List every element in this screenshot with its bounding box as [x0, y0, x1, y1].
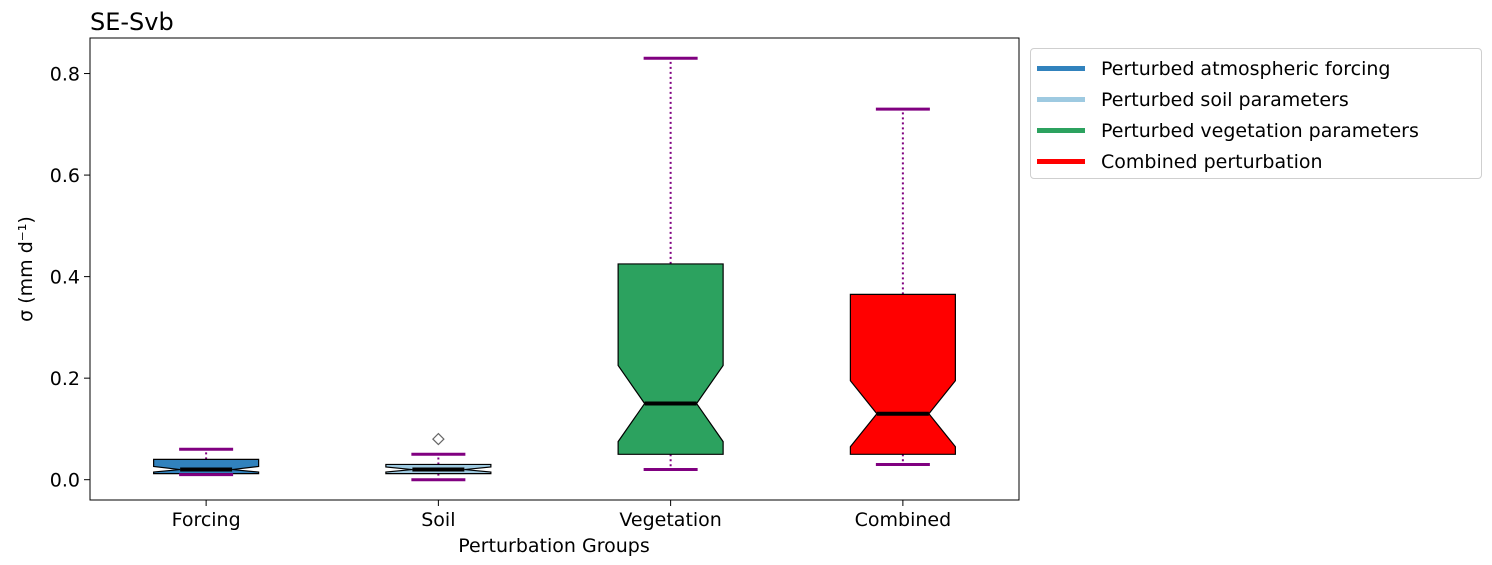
outlier-marker	[432, 432, 445, 446]
x-tick-label: Vegetation	[619, 509, 721, 531]
y-tick-label: 0.2	[50, 368, 80, 390]
legend-swatch	[1037, 97, 1085, 102]
box-combined	[849, 107, 956, 466]
x-tick-label: Forcing	[172, 509, 241, 531]
box-body	[617, 263, 724, 455]
plot-frame	[89, 37, 1020, 501]
box-soil	[385, 432, 492, 482]
box-body	[153, 458, 260, 475]
legend-label: Perturbed atmospheric forcing	[1101, 57, 1391, 80]
legend-item: Perturbed atmospheric forcing	[1037, 53, 1481, 84]
y-tick-label: 0.6	[50, 165, 80, 187]
legend-item: Perturbed vegetation parameters	[1037, 115, 1481, 146]
x-tick-label: Combined	[855, 509, 952, 531]
box-forcing	[153, 447, 260, 477]
chart-title: SE-Svb	[90, 8, 174, 36]
legend-item: Combined perturbation	[1037, 146, 1481, 177]
legend-swatch	[1037, 128, 1085, 133]
legend-label: Perturbed vegetation parameters	[1101, 119, 1419, 142]
y-axis-label: σ (mm d⁻¹)	[15, 216, 37, 322]
y-tick-label: 0.4	[50, 267, 80, 289]
legend-label: Combined perturbation	[1101, 150, 1323, 173]
x-tick-label: Soil	[421, 509, 455, 531]
y-tick-label: 0.0	[50, 470, 80, 492]
box-vegetation	[617, 56, 724, 472]
box-body	[849, 293, 956, 455]
y-tick-label: 0.8	[50, 64, 80, 86]
legend-item: Perturbed soil parameters	[1037, 84, 1481, 115]
legend-swatch	[1037, 159, 1085, 164]
legend: Perturbed atmospheric forcing Perturbed s…	[1030, 48, 1482, 179]
legend-swatch	[1037, 66, 1085, 71]
legend-label: Perturbed soil parameters	[1101, 88, 1349, 111]
x-axis-label: Perturbation Groups	[458, 535, 649, 557]
